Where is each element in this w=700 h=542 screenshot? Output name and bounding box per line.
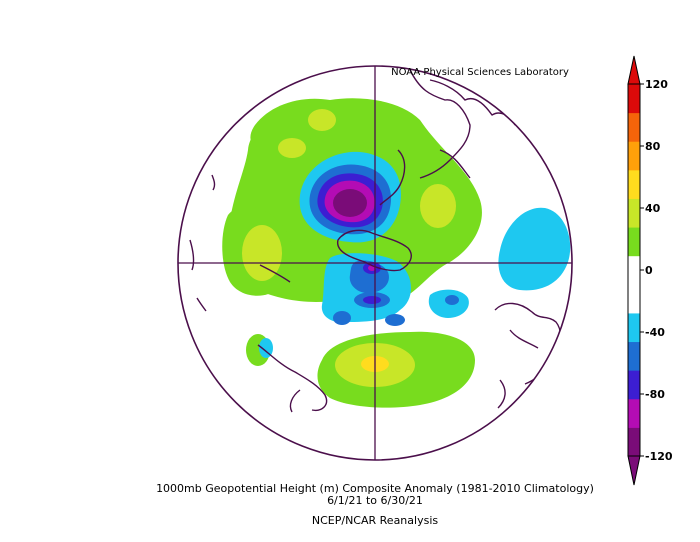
anomaly-low-core	[333, 189, 367, 217]
colorbar-swatch	[628, 112, 640, 142]
anomaly-low-east	[498, 207, 571, 291]
colorbar-tick-label: 0	[645, 264, 653, 277]
colorbar-tick-label: -80	[645, 388, 665, 401]
colorbar-swatch	[628, 84, 640, 114]
date-range: 6/1/21 to 6/30/21	[327, 494, 423, 507]
colorbar-tick-label: 80	[645, 140, 661, 153]
colorbar-swatch	[628, 370, 640, 400]
colorbar-tick-label: -40	[645, 326, 665, 339]
credit-text: NOAA Physical Sciences Laboratory	[391, 67, 569, 78]
colorbar-swatch	[628, 284, 640, 314]
colorbar-max-arrow	[627, 55, 641, 85]
colorbar: 120 80 40 0 -40 -80 -120	[627, 55, 673, 486]
colorbar-swatch	[628, 141, 640, 171]
colorbar-min-arrow	[627, 455, 641, 486]
colorbar-swatch	[628, 427, 640, 457]
colorbar-tick-label: 120	[645, 78, 668, 91]
colorbar-tick-label: -120	[645, 450, 673, 463]
colorbar-swatch	[628, 398, 640, 428]
colorbar-swatch	[628, 255, 640, 285]
polar-map	[177, 65, 573, 461]
data-source: NCEP/NCAR Reanalysis	[312, 514, 438, 527]
meridian-lines	[178, 66, 572, 460]
colorbar-swatch	[628, 312, 640, 343]
colorbar-swatch	[628, 341, 640, 371]
figure-title: 1000mb Geopotential Height (m) Composite…	[156, 482, 594, 495]
anomaly-core-west	[242, 225, 282, 281]
colorbar-swatch	[628, 198, 640, 228]
colorbar-swatch	[628, 169, 640, 199]
colorbar-swatch	[628, 227, 640, 257]
colorbar-tick-label: 40	[645, 202, 661, 215]
